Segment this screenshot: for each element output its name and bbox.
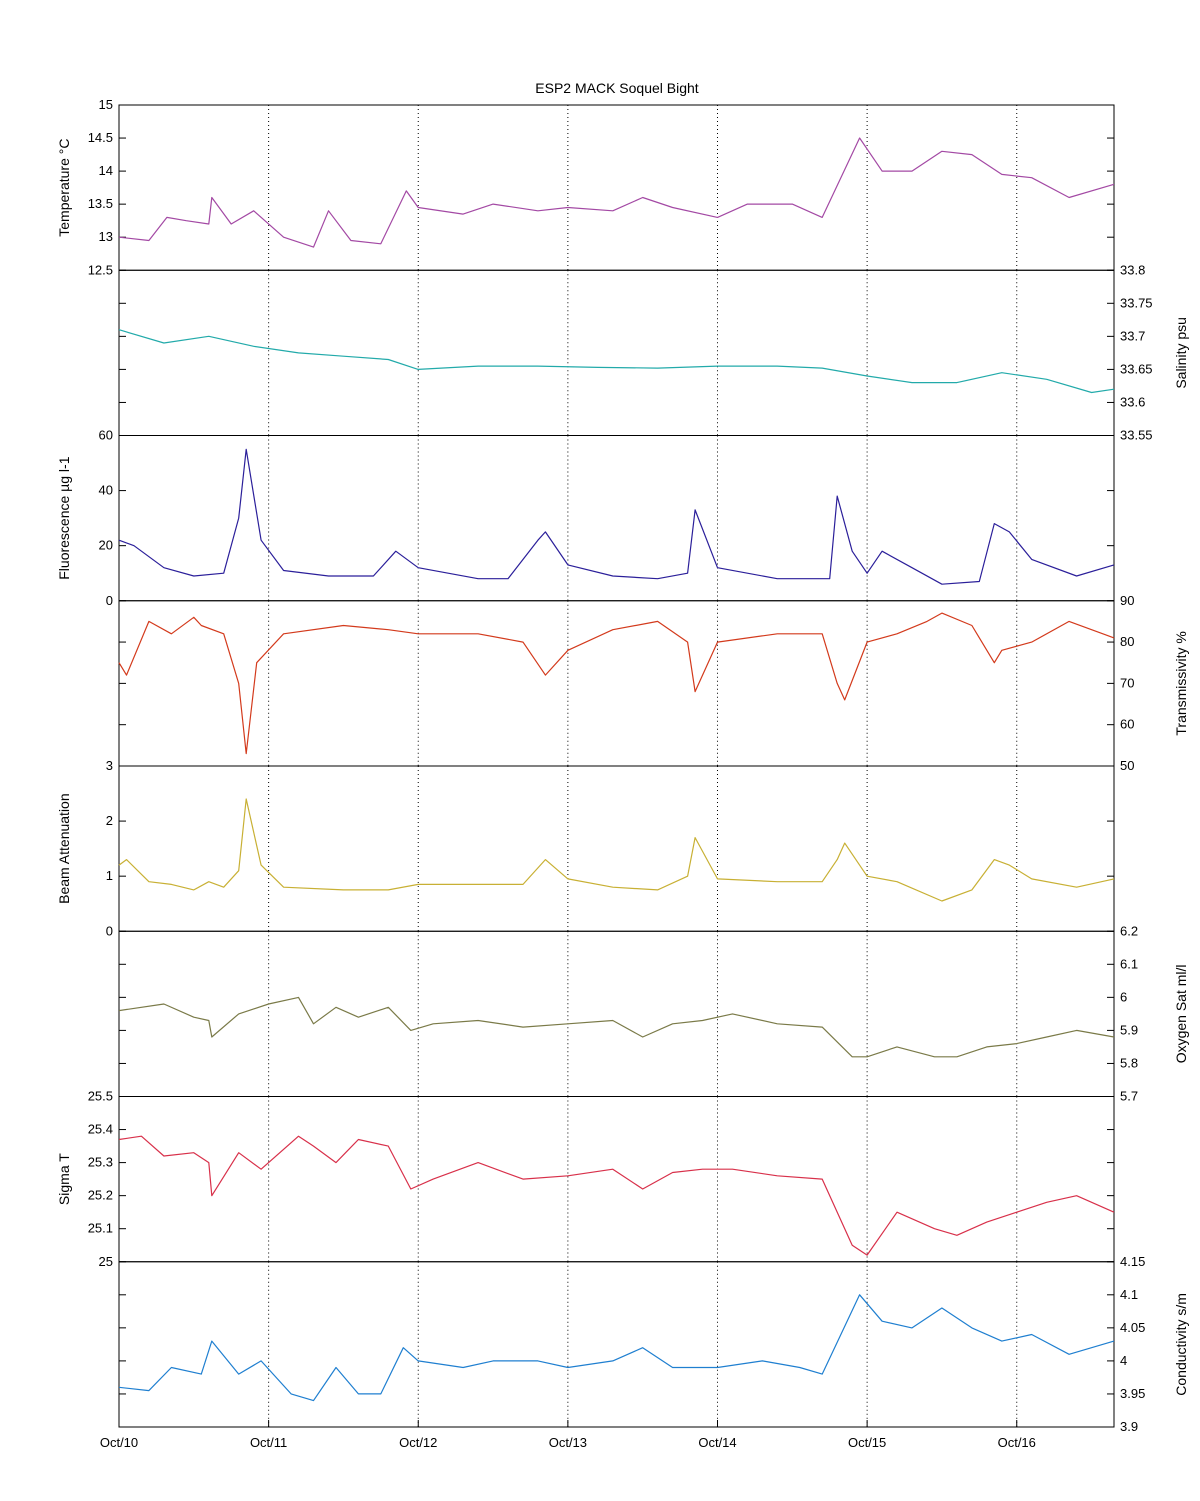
panel-frame — [118, 1261, 1115, 1428]
y-tick-label: 60 — [1120, 717, 1134, 732]
y-tick-label: 1 — [106, 868, 113, 883]
y-tick-label: 4.15 — [1120, 1254, 1145, 1269]
y-tick-label: 20 — [99, 538, 113, 553]
y-axis-label: Transmissivity % — [1173, 631, 1189, 736]
y-tick-label: 14 — [99, 163, 113, 178]
y-tick-label: 33.65 — [1120, 361, 1153, 376]
y-tick-label: 15 — [99, 97, 113, 112]
x-tick-label: Oct/11 — [250, 1435, 287, 1450]
panel-4: 50 60 70 80 90 Transmissivity % — [118, 593, 1189, 773]
y-axis-label: Fluorescence µg l-1 — [56, 456, 72, 579]
y-tick-label: 33.7 — [1120, 328, 1145, 343]
series-line — [118, 996, 1115, 1058]
x-tick-label: Oct/16 — [998, 1435, 1036, 1450]
y-axis-label: Salinity psu — [1173, 317, 1189, 389]
y-tick-label: 40 — [99, 483, 113, 498]
y-tick-label: 25.3 — [88, 1155, 113, 1170]
y-axis-label: Oxygen Sat ml/l — [1173, 964, 1189, 1063]
y-tick-label: 25 — [99, 1254, 113, 1269]
y-tick-label: 4 — [1120, 1353, 1127, 1368]
series-line — [118, 448, 1115, 585]
y-tick-label: 25.5 — [88, 1089, 113, 1104]
x-tick-label: Oct/12 — [399, 1435, 437, 1450]
panel-7: 25 25.1 25.2 25.3 25.4 25.5 Sigma T — [56, 1089, 1115, 1269]
y-tick-label: 3 — [106, 758, 113, 773]
y-tick-label: 3.95 — [1120, 1386, 1145, 1401]
series-line — [118, 1135, 1115, 1256]
y-tick-label: 13 — [99, 229, 113, 244]
x-tick-label: Oct/15 — [848, 1435, 886, 1450]
y-axis-label: Sigma T — [56, 1153, 72, 1205]
series-line — [118, 798, 1115, 902]
y-tick-label: 5.7 — [1120, 1089, 1138, 1104]
panel-2: 33.55 33.6 33.65 33.7 33.75 33.8 Salinity psu — [118, 262, 1189, 443]
y-tick-label: 33.6 — [1120, 394, 1145, 409]
y-tick-label: 33.75 — [1120, 295, 1153, 310]
y-tick-label: 2 — [106, 813, 113, 828]
series-line — [118, 329, 1115, 394]
y-tick-label: 6.1 — [1120, 956, 1138, 971]
y-tick-label: 33.8 — [1120, 262, 1145, 277]
y-tick-label: 25.2 — [88, 1188, 113, 1203]
x-tick-label: Oct/10 — [100, 1435, 138, 1450]
panel-3: 0 20 40 60 Fluorescence µg l-1 — [56, 428, 1115, 608]
y-tick-label: 0 — [106, 923, 113, 938]
chart-title: ESP2 MACK Soquel Bight — [535, 80, 699, 96]
x-tick-label: Oct/14 — [698, 1435, 736, 1450]
y-axis-label: Temperature °C — [56, 139, 72, 237]
x-axis: Oct/10 Oct/11 Oct/12 Oct/13 Oct/14 Oct/15 Oct/… — [100, 1420, 1036, 1450]
y-tick-label: 6 — [1120, 989, 1127, 1004]
y-tick-label: 4.1 — [1120, 1287, 1138, 1302]
y-tick-label: 90 — [1120, 593, 1134, 608]
y-tick-label: 33.55 — [1120, 428, 1153, 443]
y-axis-label: Beam Attenuation — [56, 793, 72, 904]
y-tick-label: 80 — [1120, 634, 1134, 649]
y-tick-label: 5.8 — [1120, 1055, 1138, 1070]
y-tick-label: 70 — [1120, 675, 1134, 690]
series-line — [118, 1294, 1115, 1402]
y-tick-label: 6.2 — [1120, 923, 1138, 938]
x-tick-label: Oct/13 — [549, 1435, 587, 1450]
y-tick-label: 25.4 — [88, 1122, 113, 1137]
y-tick-label: 0 — [106, 593, 113, 608]
y-tick-label: 13.5 — [88, 196, 113, 211]
y-tick-label: 4.05 — [1120, 1320, 1145, 1335]
y-tick-label: 50 — [1120, 758, 1134, 773]
panel-8: 3.9 3.95 4 4.05 4.1 4.15 Conductivity s/m — [118, 1254, 1189, 1434]
y-tick-label: 25.1 — [88, 1221, 113, 1236]
y-tick-label: 12.5 — [88, 262, 113, 277]
series-line — [118, 137, 1115, 248]
y-axis-label: Conductivity s/m — [1173, 1293, 1189, 1396]
y-tick-label: 3.9 — [1120, 1419, 1138, 1434]
y-tick-label: 60 — [99, 428, 113, 443]
y-tick-label: 5.9 — [1120, 1022, 1138, 1037]
y-tick-label: 14.5 — [88, 130, 113, 145]
series-line — [118, 612, 1115, 755]
